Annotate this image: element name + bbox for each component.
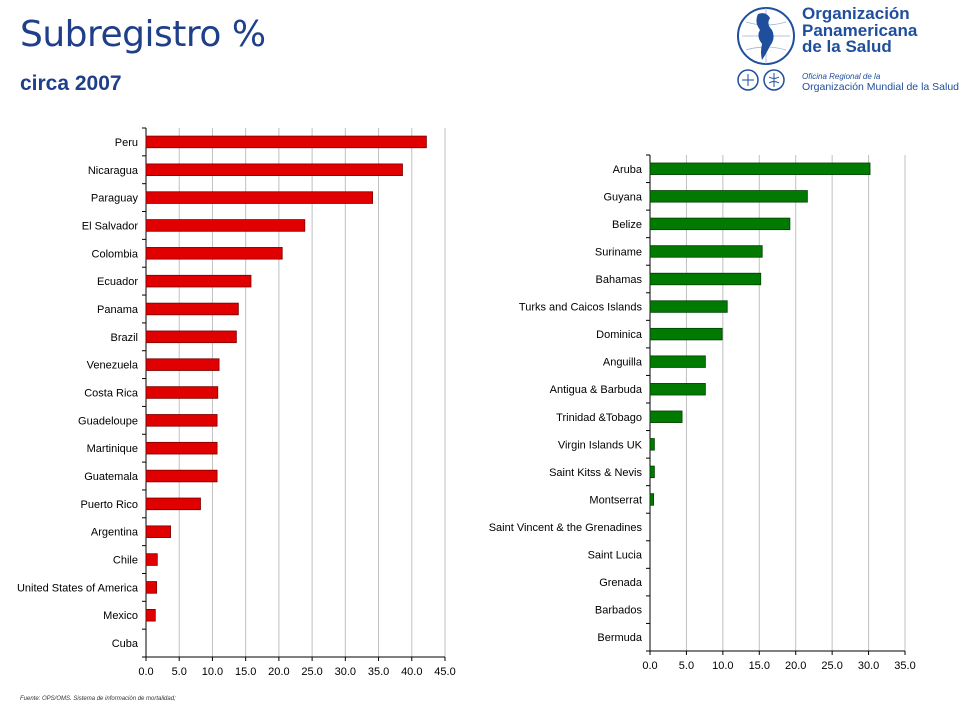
paho-logo: Organización Panamericana de la Salud Of… xyxy=(736,4,960,94)
x-tick-label-left: 15.0 xyxy=(235,666,256,678)
bar-right-bahamas xyxy=(649,272,762,286)
x-tick-label-left: 5.0 xyxy=(172,666,187,678)
bar-left-ecuador xyxy=(145,274,252,288)
category-label-left: Martinique xyxy=(87,443,138,455)
category-label-left: Venezuela xyxy=(87,360,139,372)
page-subtitle: circa 2007 xyxy=(20,72,122,95)
globe-americas-icon xyxy=(737,7,795,91)
bar-right-aruba xyxy=(649,162,871,175)
x-tick-label-right: 15.0 xyxy=(749,660,770,672)
x-tick-label-left: 25.0 xyxy=(301,666,322,678)
x-tick-label-right: 0.0 xyxy=(642,660,657,672)
category-label-right: Aruba xyxy=(613,164,643,176)
category-label-right: Suriname xyxy=(595,246,642,258)
category-label-left: Nicaragua xyxy=(88,165,139,177)
bar-left-mexico xyxy=(145,608,156,622)
bar-right-dominica xyxy=(649,327,723,341)
bar-left-guadeloupe xyxy=(145,414,218,427)
category-label-right: Guyana xyxy=(603,191,642,203)
bar-left-argentina xyxy=(145,525,171,538)
x-tick-label-left: 40.0 xyxy=(401,666,422,678)
bar-left-chile xyxy=(145,553,158,566)
category-label-right: Anguilla xyxy=(603,357,643,369)
x-tick-label-right: 35.0 xyxy=(894,660,915,672)
category-label-left: Ecuador xyxy=(97,276,138,288)
bar-right-anguilla xyxy=(649,355,706,368)
bar-right-turks-and-caicos-islands xyxy=(649,300,728,313)
category-label-left: Guadeloupe xyxy=(78,415,138,427)
category-label-left: Argentina xyxy=(91,527,139,539)
bar-right-guyana xyxy=(649,190,808,203)
x-tick-label-left: 30.0 xyxy=(335,666,356,678)
bar-left-peru xyxy=(145,135,427,149)
category-label-right: Antigua & Barbuda xyxy=(550,384,643,396)
bar-left-brazil xyxy=(145,330,237,344)
bar-right-saint-kitss-nevis xyxy=(649,465,655,479)
x-tick-label-left: 20.0 xyxy=(268,666,289,678)
category-label-right: Bahamas xyxy=(596,274,643,286)
logo-org-name: Organización Panamericana de la Salud xyxy=(802,4,918,56)
bar-left-martinique xyxy=(145,441,218,455)
logo-who-name: Organización Mundial de la Salud xyxy=(802,81,960,93)
category-label-right: Barbados xyxy=(595,605,643,617)
category-label-left: Panama xyxy=(97,304,139,316)
bar-left-united-states-of-america xyxy=(145,581,158,594)
category-label-right: Saint Vincent & the Grenadines xyxy=(489,522,643,534)
x-tick-label-right: 5.0 xyxy=(679,660,694,672)
category-label-right: Virgin Islands UK xyxy=(558,439,643,451)
x-tick-label-right: 30.0 xyxy=(858,660,879,672)
x-tick-label-left: 10.0 xyxy=(202,666,223,678)
bar-left-colombia xyxy=(145,247,283,260)
source-note: Fuente: OPS/OMS. Sistema de información … xyxy=(20,696,176,702)
category-label-left: Paraguay xyxy=(91,193,139,205)
bar-left-puerto-rico xyxy=(145,497,201,511)
bar-right-antigua-barbuda xyxy=(649,383,706,396)
category-label-left: Puerto Rico xyxy=(81,499,138,511)
x-tick-label-left: 0.0 xyxy=(138,666,153,678)
category-label-right: Trinidad &Tobago xyxy=(556,412,642,424)
page-title: Subregistro % xyxy=(20,14,266,55)
category-label-right: Montserrat xyxy=(589,494,642,506)
bar-right-belize xyxy=(649,217,791,231)
bar-left-guatemala xyxy=(145,469,218,483)
x-tick-label-left: 35.0 xyxy=(368,666,389,678)
category-label-right: Belize xyxy=(612,219,642,231)
x-tick-label-right: 20.0 xyxy=(785,660,806,672)
category-label-right: Bermuda xyxy=(597,632,643,644)
category-label-left: Colombia xyxy=(92,248,139,260)
category-label-left: El Salvador xyxy=(82,220,139,232)
category-label-right: Saint Kitss & Nevis xyxy=(549,467,642,479)
category-label-left: Brazil xyxy=(110,332,138,344)
bar-left-el-salvador xyxy=(145,219,306,232)
category-label-right: Saint Lucia xyxy=(588,550,643,562)
category-label-right: Turks and Caicos Islands xyxy=(519,302,643,314)
x-tick-label-left: 45.0 xyxy=(434,666,455,678)
bar-right-suriname xyxy=(649,245,763,258)
bar-right-virgin-islands-uk xyxy=(649,438,655,451)
category-label-left: Cuba xyxy=(112,638,139,650)
bar-left-costa-rica xyxy=(145,386,219,399)
bar-right-trinidad-tobago xyxy=(649,410,683,423)
logo-regional-office: Oficina Regional de la xyxy=(802,72,881,81)
category-label-left: Mexico xyxy=(103,610,138,622)
category-label-right: Dominica xyxy=(596,329,643,341)
x-tick-label-right: 25.0 xyxy=(821,660,842,672)
bar-left-panama xyxy=(145,302,239,316)
bar-left-venezuela xyxy=(145,358,220,371)
category-label-left: Guatemala xyxy=(84,471,139,483)
category-label-left: Costa Rica xyxy=(84,388,139,400)
bar-right-montserrat xyxy=(649,493,655,506)
category-label-right: Grenada xyxy=(599,577,643,589)
category-label-left: Peru xyxy=(115,137,138,149)
bar-left-nicaragua xyxy=(145,163,403,177)
x-tick-label-right: 10.0 xyxy=(712,660,733,672)
category-label-left: United States of America xyxy=(17,582,139,594)
bar-left-paraguay xyxy=(145,191,373,204)
category-label-left: Chile xyxy=(113,555,138,567)
